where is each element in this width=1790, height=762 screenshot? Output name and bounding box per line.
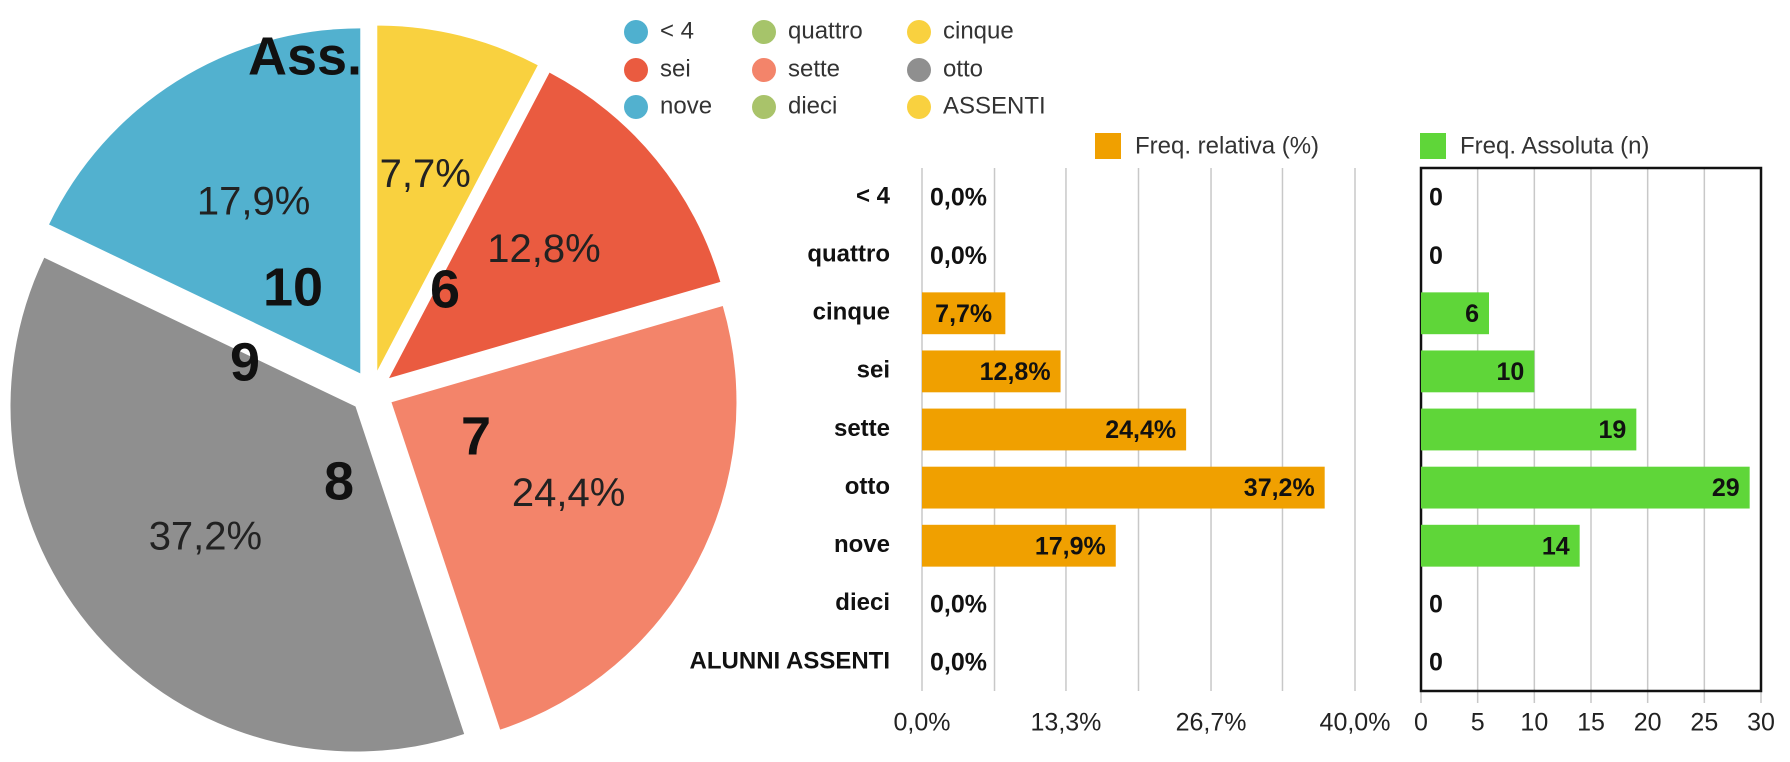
legend-label: quattro bbox=[788, 17, 863, 44]
bar bbox=[1421, 524, 1580, 567]
slice-label: 7,7% bbox=[380, 152, 471, 196]
category-label: quattro bbox=[807, 241, 890, 268]
pie-slice bbox=[49, 28, 361, 374]
legend-label: cinque bbox=[943, 17, 1014, 44]
slice-label: 37,2% bbox=[149, 514, 262, 558]
legend-label: dieci bbox=[788, 92, 837, 119]
value-label: 7,7% bbox=[935, 300, 992, 328]
legend-label: < 4 bbox=[660, 17, 694, 44]
category-label: cinque bbox=[813, 299, 890, 326]
bar bbox=[922, 466, 1325, 509]
value-label: 0 bbox=[1429, 184, 1443, 212]
x-tick-label: 15 bbox=[1577, 709, 1605, 737]
bar bbox=[1421, 350, 1535, 393]
value-label: 29 bbox=[1712, 474, 1740, 502]
legend-label: otto bbox=[943, 55, 983, 82]
value-label: 10 bbox=[1497, 358, 1525, 386]
legend-marker bbox=[752, 20, 776, 44]
legend-label: sette bbox=[788, 55, 840, 82]
pie-annotation: Ass. bbox=[248, 26, 362, 86]
value-label: 0,0% bbox=[930, 184, 987, 212]
legend-label: Freq. relativa (%) bbox=[1135, 132, 1319, 159]
legend-marker bbox=[624, 20, 648, 44]
value-label: 37,2% bbox=[1244, 474, 1315, 502]
value-label: 17,9% bbox=[1035, 532, 1106, 560]
category-label: ALUNNI ASSENTI bbox=[690, 647, 890, 674]
category-label: dieci bbox=[835, 589, 890, 616]
legend-marker bbox=[752, 58, 776, 82]
value-label: 24,4% bbox=[1105, 416, 1176, 444]
x-tick-label: 13,3% bbox=[1031, 709, 1102, 737]
category-label: sei bbox=[857, 357, 890, 384]
slice-label: 12,8% bbox=[487, 227, 600, 271]
legend-label: nove bbox=[660, 92, 712, 119]
x-tick-label: 0 bbox=[1414, 709, 1428, 737]
value-label: 19 bbox=[1599, 416, 1627, 444]
legend-marker bbox=[907, 20, 931, 44]
pie-slice bbox=[389, 72, 721, 379]
category-label: sette bbox=[834, 415, 890, 442]
x-tick-label: 0,0% bbox=[894, 709, 951, 737]
legend-marker bbox=[624, 58, 648, 82]
bar bbox=[1421, 292, 1489, 335]
x-tick-label: 10 bbox=[1520, 709, 1548, 737]
legend-marker bbox=[907, 58, 931, 82]
pie-slice bbox=[391, 305, 737, 730]
bar bbox=[922, 408, 1187, 451]
legend-label: Freq. Assoluta (n) bbox=[1460, 132, 1649, 159]
legend-marker bbox=[752, 95, 776, 119]
pie-annotation: 10 bbox=[263, 257, 323, 317]
x-tick-label: 26,7% bbox=[1176, 709, 1247, 737]
pie-slice bbox=[10, 257, 465, 752]
value-label: 0 bbox=[1429, 649, 1443, 677]
x-tick-label: 40,0% bbox=[1320, 709, 1391, 737]
value-label: 0,0% bbox=[930, 242, 987, 270]
x-tick-label: 25 bbox=[1690, 709, 1718, 737]
bar bbox=[922, 524, 1116, 567]
legend-marker bbox=[624, 95, 648, 119]
bar bbox=[1421, 466, 1750, 509]
category-label: nove bbox=[834, 531, 890, 558]
bar bbox=[922, 292, 1006, 335]
legend-label: sei bbox=[660, 55, 691, 82]
value-label: 6 bbox=[1465, 300, 1479, 328]
value-label: 0,0% bbox=[930, 649, 987, 677]
category-label: < 4 bbox=[856, 182, 891, 209]
slice-label: 24,4% bbox=[512, 471, 625, 515]
x-tick-label: 5 bbox=[1471, 709, 1485, 737]
legend-marker bbox=[1095, 133, 1121, 159]
category-label: otto bbox=[845, 473, 890, 500]
bar bbox=[922, 350, 1061, 393]
pie-annotation: 6 bbox=[430, 259, 460, 319]
value-label: 12,8% bbox=[980, 358, 1051, 386]
legend-marker bbox=[907, 95, 931, 119]
bar bbox=[1421, 408, 1637, 451]
legend-label: ASSENTI bbox=[943, 92, 1046, 119]
x-tick-label: 20 bbox=[1634, 709, 1662, 737]
pie-annotation: 9 bbox=[230, 332, 260, 392]
slice-label: 17,9% bbox=[197, 180, 310, 224]
value-label: 0 bbox=[1429, 590, 1443, 618]
legend-marker bbox=[1420, 133, 1446, 159]
pie-slice bbox=[377, 25, 538, 371]
value-label: 14 bbox=[1542, 532, 1570, 560]
pie-annotation: 7 bbox=[461, 406, 491, 466]
value-label: 0 bbox=[1429, 242, 1443, 270]
pie-annotation: 8 bbox=[324, 451, 354, 511]
x-tick-label: 30 bbox=[1747, 709, 1775, 737]
value-label: 0,0% bbox=[930, 590, 987, 618]
